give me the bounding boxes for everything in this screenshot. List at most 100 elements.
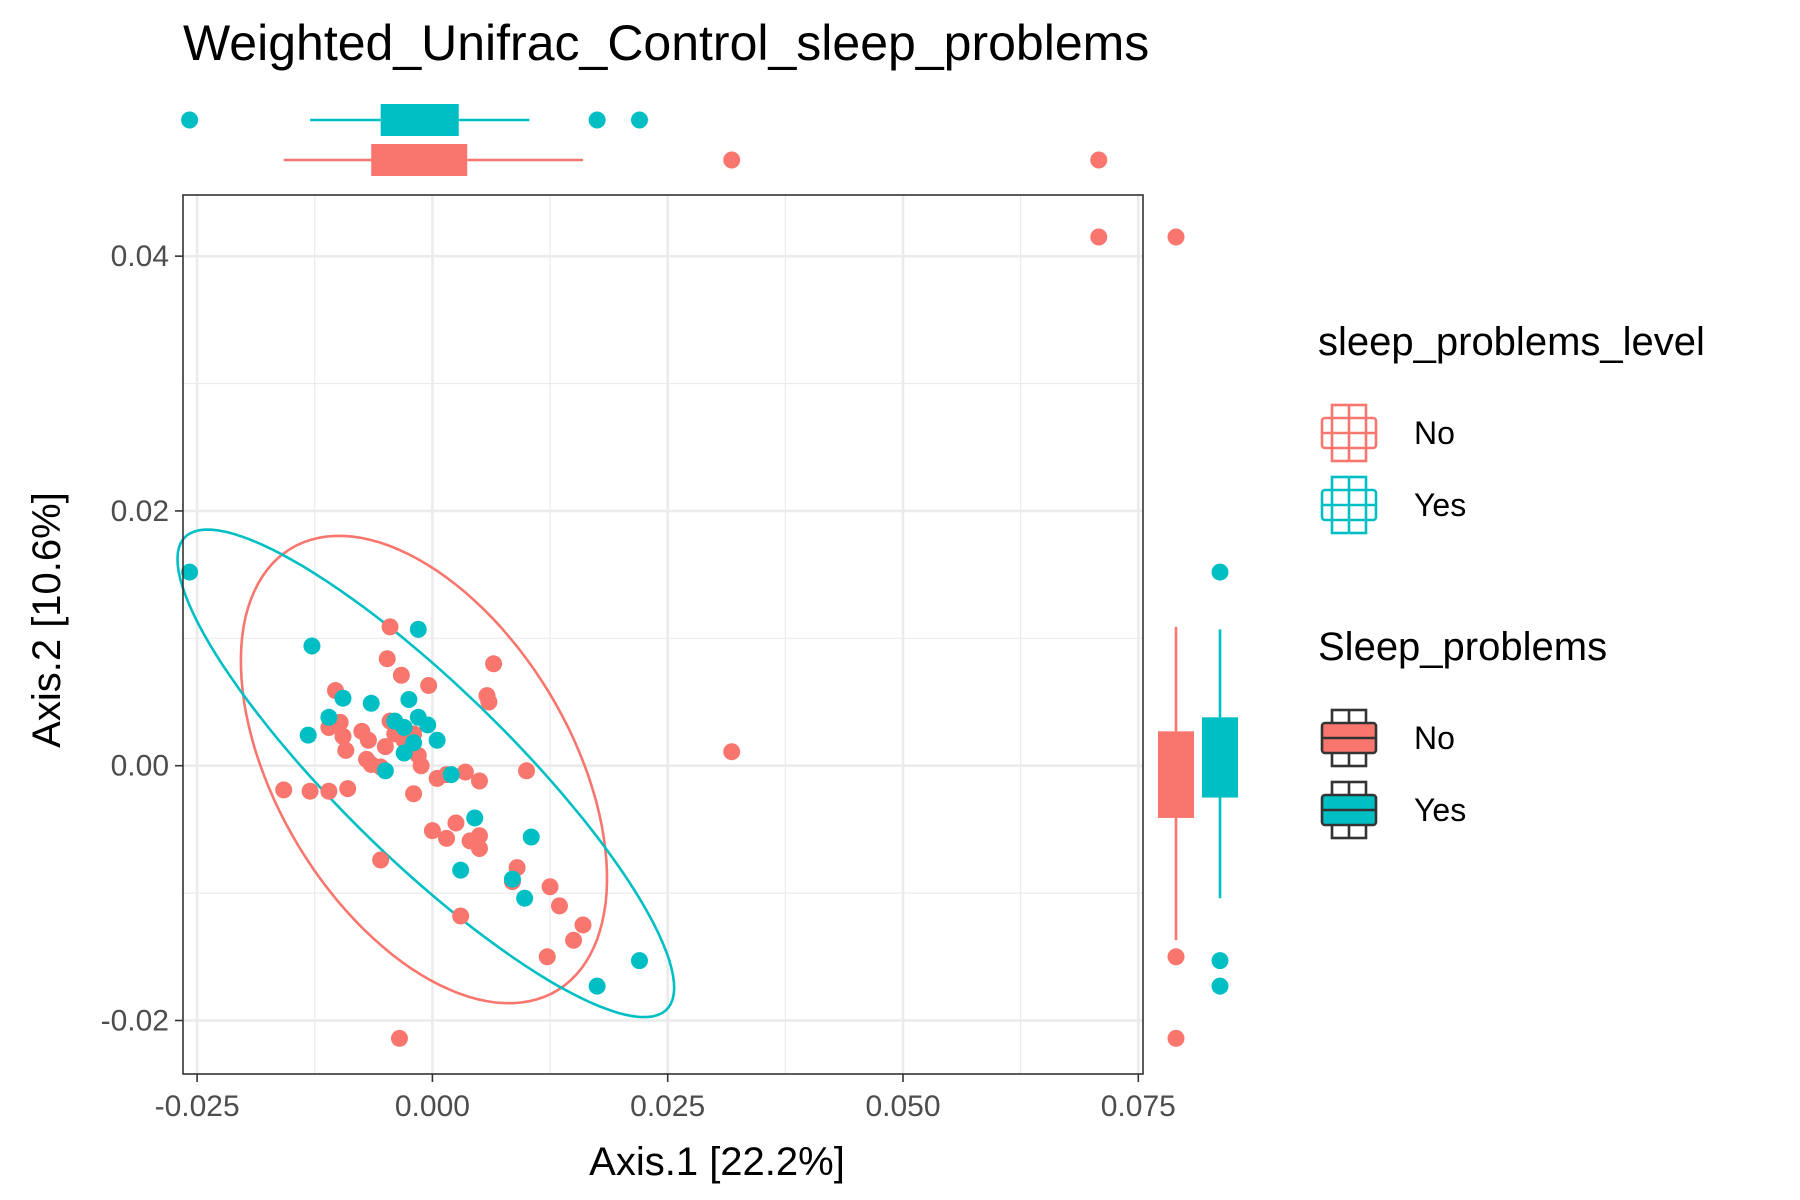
data-point-no — [541, 878, 559, 896]
data-point-no — [470, 827, 488, 845]
data-point-no — [723, 743, 741, 761]
box-outlier-no — [1090, 151, 1108, 169]
data-point-no — [470, 772, 488, 790]
data-point-yes — [503, 870, 521, 888]
plot-panel-border — [182, 194, 1144, 1075]
box-outlier-no — [1167, 948, 1185, 966]
legend-label: No — [1414, 720, 1455, 756]
data-point-no — [420, 676, 438, 694]
data-point-yes — [395, 744, 413, 762]
data-point-no — [378, 650, 396, 668]
data-point-no — [574, 916, 592, 934]
scatter-points — [181, 228, 1108, 1047]
box-outlier-no — [723, 151, 741, 169]
data-point-yes — [516, 889, 534, 907]
y-axis: -0.02 0.00 0.02 0.04 — [101, 240, 183, 1037]
box-outlier-yes — [630, 111, 648, 129]
data-point-no — [405, 785, 423, 803]
data-point-yes — [466, 809, 484, 827]
x-tick-label: 0.025 — [630, 1090, 705, 1123]
ellipse-yes — [176, 528, 676, 1019]
box-outlier-yes — [1211, 952, 1229, 970]
top-marginal-boxplots — [181, 104, 1108, 176]
data-point-no — [392, 666, 410, 684]
data-point-no — [376, 738, 394, 756]
right-marginal-boxplots — [1158, 228, 1238, 1047]
data-point-no — [565, 931, 583, 949]
box-body-no — [1158, 731, 1194, 818]
confidence-ellipses — [176, 528, 676, 1019]
data-point-no — [412, 757, 430, 775]
data-point-no — [381, 618, 399, 636]
data-point-yes — [376, 762, 394, 780]
data-point-no — [339, 780, 357, 798]
box-outlier-yes — [588, 111, 606, 129]
data-point-yes — [299, 726, 317, 744]
ellipse-no — [239, 534, 609, 1005]
data-point-yes — [630, 952, 648, 970]
y-axis-title: Axis.2 [10.6%] — [25, 492, 69, 748]
legend-label: No — [1414, 415, 1455, 451]
data-point-yes — [395, 718, 413, 736]
data-point-no — [423, 822, 441, 840]
box-outlier-yes — [1211, 977, 1229, 995]
legend-title: sleep_problems_level — [1318, 320, 1705, 364]
data-point-no — [1090, 228, 1108, 246]
data-point-yes — [409, 620, 427, 638]
legend-label: Yes — [1414, 487, 1466, 523]
data-point-yes — [588, 977, 606, 995]
data-point-yes — [181, 563, 199, 581]
data-point-no — [334, 727, 352, 745]
y-tick-label: 0.04 — [111, 240, 169, 273]
x-tick-label: 0.075 — [1101, 1090, 1176, 1123]
data-point-yes — [522, 828, 540, 846]
x-tick-label: 0.050 — [865, 1090, 940, 1123]
chart-title: Weighted_Unifrac_Control_sleep_problems — [183, 15, 1149, 71]
data-point-no — [301, 782, 319, 800]
box-body-yes — [380, 104, 459, 136]
legend: sleep_problems_level No Yes Sleep_problems N… — [1318, 320, 1705, 840]
data-point-no — [538, 948, 556, 966]
data-point-no — [337, 741, 355, 759]
data-point-no — [456, 763, 474, 781]
data-point-yes — [303, 637, 321, 655]
y-tick-label: 0.02 — [111, 495, 169, 528]
y-tick-label: -0.02 — [101, 1004, 169, 1037]
box-outlier-yes — [1211, 563, 1229, 581]
legend-label: Yes — [1414, 792, 1466, 828]
data-point-no — [550, 897, 568, 915]
data-point-yes — [452, 861, 470, 879]
data-point-no — [438, 829, 456, 847]
box-outlier-no — [1167, 1029, 1185, 1047]
data-point-no — [485, 655, 503, 673]
data-point-no — [518, 762, 536, 780]
data-point-no — [470, 840, 488, 858]
data-point-no — [480, 693, 498, 711]
data-point-no — [447, 814, 465, 832]
box-outlier-yes — [181, 111, 199, 129]
x-axis: -0.025 0.000 0.025 0.050 0.075 — [155, 1074, 1176, 1123]
data-point-no — [359, 731, 377, 749]
x-axis-title: Axis.1 [22.2%] — [589, 1140, 845, 1184]
data-point-no — [275, 781, 293, 799]
data-point-no — [452, 907, 470, 925]
x-tick-label: -0.025 — [155, 1090, 240, 1123]
data-point-yes — [320, 708, 338, 726]
grid — [183, 195, 1143, 1074]
data-point-yes — [442, 766, 460, 784]
x-tick-label: 0.000 — [395, 1090, 470, 1123]
data-point-no — [320, 782, 338, 800]
legend-title: Sleep_problems — [1318, 625, 1607, 669]
data-point-yes — [419, 716, 437, 734]
box-outlier-no — [1167, 228, 1185, 246]
box-body-yes — [1202, 717, 1238, 798]
data-point-no — [372, 851, 390, 869]
data-point-yes — [428, 731, 446, 749]
data-point-yes — [334, 689, 352, 707]
data-point-yes — [362, 694, 380, 712]
data-point-no — [390, 1029, 408, 1047]
y-tick-label: 0.00 — [111, 750, 169, 783]
box-body-no — [371, 144, 468, 176]
